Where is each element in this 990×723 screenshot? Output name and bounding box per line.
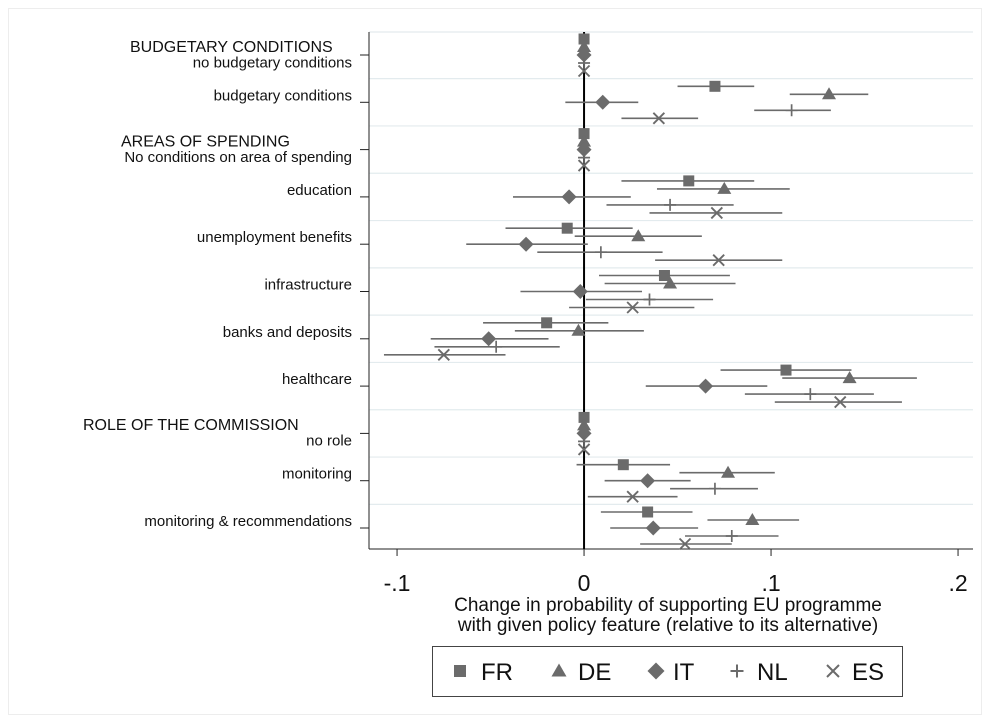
category-label: healthcare: [282, 371, 352, 388]
it-estimate-unemployment-benefits: [518, 236, 534, 252]
nl-estimate-no-role: [578, 435, 591, 448]
x-axis-title-line-2: with given policy feature (relative to i…: [457, 615, 878, 636]
legend-label-fr: FR: [481, 659, 513, 686]
fr-estimate-no-budgetary-conditions: [578, 33, 590, 45]
es-estimate-monitoring-recommendations: [678, 537, 692, 551]
x-tick-label: 0: [578, 570, 591, 596]
fr-estimate-monitoring-recommendations: [642, 506, 654, 518]
it-estimate-education: [561, 189, 577, 205]
x-axis-title-line-1: Change in probability of supporting EU p…: [454, 595, 882, 616]
it-estimate-no-budgetary-conditions: [576, 47, 592, 63]
nl-estimate-unemployment-benefits: [594, 246, 607, 259]
category-label: monitoring: [282, 466, 352, 483]
it-estimate-budgetary-conditions: [595, 94, 611, 110]
fr-estimate-monitoring: [617, 459, 629, 471]
nl-estimate-monitoring-recommendations: [725, 530, 738, 542]
nl-estimate-monitoring: [708, 482, 721, 495]
legend-marker-de: [551, 663, 567, 677]
category-label: budgetary conditions: [214, 87, 352, 104]
row-separators: [369, 31, 973, 505]
es-estimate-education: [710, 206, 723, 220]
nl-estimate-no-conditions-on-area-of-spending: [578, 151, 591, 164]
es-estimate-banks-and-deposits: [437, 348, 450, 361]
es-estimate-infrastructure: [626, 301, 639, 314]
fr-estimate-healthcare: [780, 364, 792, 376]
legend-box: [432, 646, 903, 697]
de-estimate-infrastructure: [663, 276, 678, 289]
fr-estimate-infrastructure: [658, 270, 670, 281]
de-estimate-no-role: [577, 418, 592, 431]
it-estimate-monitoring-recommendations: [645, 520, 661, 536]
es-estimate-healthcare: [834, 395, 847, 409]
category-label: no budgetary conditions: [193, 54, 352, 71]
de-estimate-monitoring-recommendations: [745, 513, 760, 525]
category-label: no role: [306, 433, 352, 450]
fr-estimate-education: [683, 175, 695, 187]
es-estimate-no-conditions-on-area-of-spending: [577, 159, 591, 172]
nl-estimate-infrastructure: [643, 293, 656, 306]
it-estimate-no-conditions-on-area-of-spending: [576, 142, 592, 158]
group-heading: AREAS OF SPENDING: [121, 133, 290, 150]
es-estimate-unemployment-benefits: [712, 254, 725, 267]
fr-estimate-budgetary-conditions: [709, 80, 721, 92]
graph-region-border: [8, 8, 982, 715]
de-estimate-budgetary-conditions: [822, 87, 837, 100]
category-label: unemployment benefits: [197, 229, 352, 246]
de-estimate-unemployment-benefits: [631, 229, 646, 242]
de-estimate-banks-and-deposits: [571, 323, 586, 336]
de-estimate-no-conditions-on-area-of-spending: [577, 134, 592, 147]
legend-label-es: ES: [852, 659, 884, 686]
es-estimate-no-budgetary-conditions: [577, 64, 591, 78]
legend-marker-fr: [454, 665, 466, 677]
legend-label-de: DE: [578, 659, 611, 686]
es-estimate-no-role: [577, 443, 591, 456]
group-heading: BUDGETARY CONDITIONS: [130, 39, 333, 56]
legend-marker-it: [647, 662, 665, 680]
estimates: [383, 33, 917, 551]
legend-marker-es: [826, 664, 840, 678]
de-estimate-healthcare: [842, 371, 857, 384]
legend-label-nl: NL: [757, 659, 788, 686]
category-label: monitoring & recommendations: [144, 513, 352, 530]
x-tick-label: .1: [761, 570, 780, 596]
x-tick-label: .2: [948, 570, 967, 596]
nl-estimate-education: [664, 198, 677, 211]
legend: FR DE IT NL ES: [432, 646, 903, 697]
de-estimate-education: [717, 181, 732, 194]
de-estimate-monitoring: [721, 465, 736, 478]
es-estimate-monitoring: [626, 490, 639, 503]
it-estimate-no-role: [576, 425, 592, 441]
legend-marker-nl: [730, 664, 744, 678]
it-estimate-healthcare: [698, 378, 714, 394]
it-estimate-banks-and-deposits: [481, 331, 497, 347]
de-estimate-no-budgetary-conditions: [577, 40, 592, 52]
nl-estimate-no-budgetary-conditions: [578, 57, 591, 69]
fr-estimate-banks-and-deposits: [541, 317, 553, 329]
category-label: No conditions on area of spending: [124, 149, 352, 166]
group-heading: ROLE OF THE COMMISSION: [83, 417, 299, 434]
it-estimate-monitoring: [640, 473, 656, 489]
it-estimate-infrastructure: [572, 284, 588, 299]
nl-estimate-healthcare: [804, 388, 817, 401]
nl-estimate-budgetary-conditions: [785, 104, 798, 117]
fr-estimate-unemployment-benefits: [561, 222, 573, 234]
category-label: banks and deposits: [223, 324, 352, 341]
x-tick-label: -.1: [384, 570, 411, 596]
es-estimate-budgetary-conditions: [652, 112, 666, 125]
category-label: infrastructure: [264, 277, 352, 294]
fr-estimate-no-role: [578, 411, 590, 423]
nl-estimate-banks-and-deposits: [490, 340, 503, 353]
category-label: education: [287, 182, 352, 199]
fr-estimate-no-conditions-on-area-of-spending: [578, 128, 590, 140]
legend-label-it: IT: [673, 659, 695, 686]
